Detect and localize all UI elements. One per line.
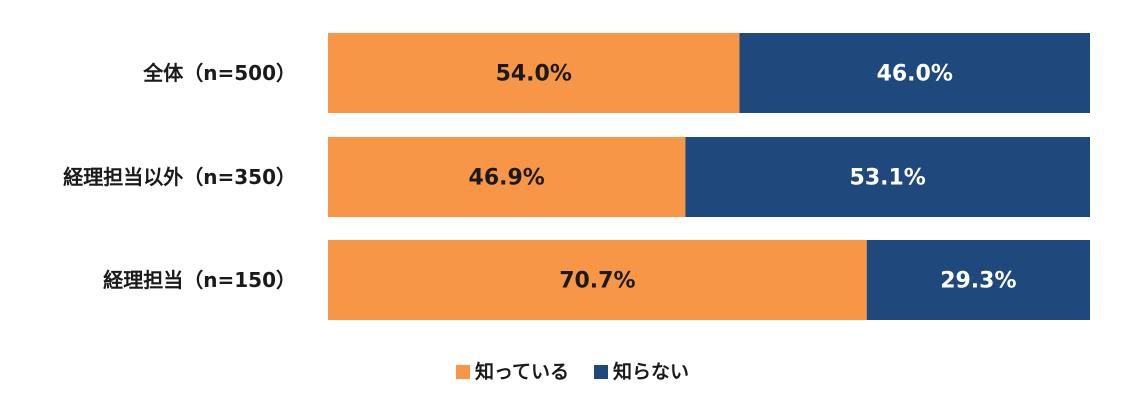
bar-segment-know xyxy=(328,137,686,217)
category-label: 全体（n=500） xyxy=(142,61,296,85)
category-label: 経理担当以外（n=350） xyxy=(63,165,296,189)
legend-label: 知らない xyxy=(613,360,689,383)
legend-label: 知っている xyxy=(475,360,569,383)
legend-swatch xyxy=(456,365,470,379)
bars-layer: 54.0% 46.0% 46.9% 53.1% 70.7% 29.3% xyxy=(328,33,1090,320)
data-label: 54.0% xyxy=(496,62,572,87)
data-label: 46.0% xyxy=(877,62,953,87)
data-label: 29.3% xyxy=(940,269,1016,294)
bar-segment-dont-know xyxy=(739,33,1090,113)
legend: 知っている 知らない xyxy=(456,360,689,383)
bar-segment-know xyxy=(328,33,740,113)
data-label: 53.1% xyxy=(850,166,926,191)
category-label: 経理担当（n=150） xyxy=(103,268,296,292)
data-label: 46.9% xyxy=(469,166,545,191)
data-label: 70.7% xyxy=(559,269,635,294)
bar-segment-dont-know xyxy=(866,240,1090,320)
bar-segment-know xyxy=(328,240,867,320)
category-labels: 全体（n=500） 経理担当以外（n=350） 経理担当（n=150） xyxy=(63,61,296,292)
bar-segment-dont-know xyxy=(685,137,1090,217)
legend-swatch xyxy=(594,365,608,379)
